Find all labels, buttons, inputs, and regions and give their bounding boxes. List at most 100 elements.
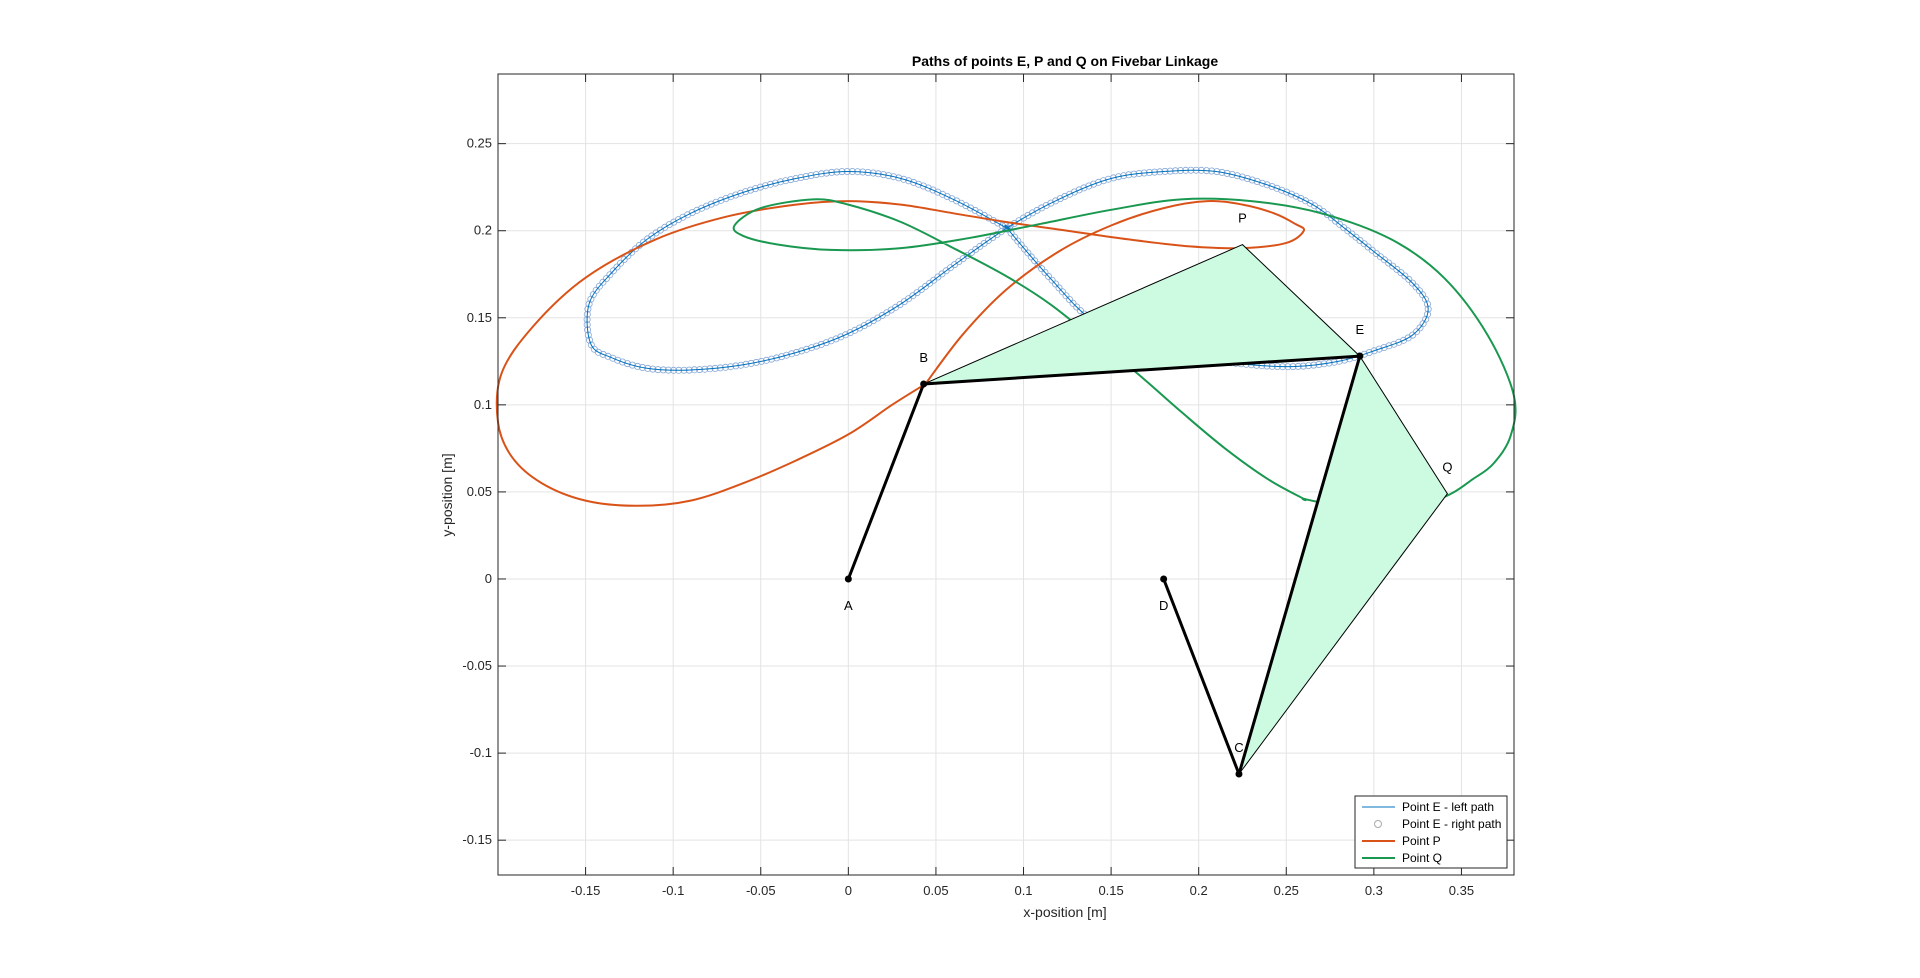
x-axis-label: x-position [m] bbox=[1023, 904, 1106, 920]
series-e-right-marker bbox=[846, 329, 854, 337]
series-e-right-marker bbox=[1085, 182, 1093, 190]
y-tick-label: -0.1 bbox=[470, 745, 492, 760]
x-tick-label: 0.05 bbox=[923, 883, 948, 898]
series-e-right-marker bbox=[1423, 300, 1431, 308]
series-e-right-marker bbox=[1115, 173, 1123, 181]
series-e-right-marker bbox=[1412, 283, 1420, 291]
y-tick-label: 0.15 bbox=[467, 310, 492, 325]
series-e-right-marker bbox=[604, 352, 612, 360]
series-e-right-marker bbox=[783, 351, 791, 359]
series-e-right-marker bbox=[827, 337, 835, 345]
y-tick-label: 0.1 bbox=[474, 397, 492, 412]
series-e-right-marker bbox=[619, 358, 627, 366]
series-e-right-marker bbox=[1104, 175, 1112, 183]
series-e-right-marker bbox=[792, 174, 800, 182]
point-label-a: A bbox=[844, 598, 853, 613]
series-e-right-marker bbox=[1027, 253, 1035, 261]
series-e-right-marker bbox=[919, 182, 927, 190]
series-e-right-marker bbox=[1400, 336, 1408, 344]
series-e-right-marker bbox=[1416, 324, 1424, 332]
series-e-right-marker bbox=[609, 354, 617, 362]
legend-box bbox=[1354, 795, 1508, 869]
series-e-right-marker bbox=[628, 361, 636, 369]
axes-frame bbox=[497, 73, 1515, 876]
series-e-right-marker bbox=[879, 171, 887, 179]
series-e-right-marker bbox=[602, 274, 610, 282]
series-e-right-marker bbox=[752, 358, 760, 366]
series-e-right-marker bbox=[924, 184, 932, 192]
series-e-right-marker bbox=[803, 345, 811, 353]
series-e-right-marker bbox=[1011, 233, 1019, 241]
series-e-right-marker bbox=[813, 342, 821, 350]
series-e-right-marker bbox=[727, 193, 735, 201]
series-e-right-marker bbox=[1409, 279, 1417, 287]
series-e-right-marker bbox=[1390, 340, 1398, 348]
x-tick-label: 0 bbox=[845, 883, 852, 898]
point-label-q: Q bbox=[1442, 460, 1452, 475]
y-tick-label: -0.15 bbox=[462, 832, 492, 847]
series-e-right-marker bbox=[1038, 265, 1046, 273]
series-e-right-marker bbox=[1073, 303, 1081, 311]
series-e-right-marker bbox=[1228, 170, 1236, 178]
series-e-right-marker bbox=[793, 348, 801, 356]
series-e-right-marker bbox=[1395, 338, 1403, 346]
series-e-right-marker bbox=[798, 347, 806, 355]
series-e-right-marker bbox=[851, 326, 859, 334]
series-e-right-marker bbox=[762, 356, 770, 364]
series-e-right-marker bbox=[1095, 178, 1103, 186]
legend-entry-label: Point E - left path bbox=[1402, 800, 1494, 814]
series-e-right-marker bbox=[732, 191, 740, 199]
joint-b bbox=[920, 380, 928, 388]
series-e-right-marker bbox=[768, 355, 776, 363]
series-e-right-marker bbox=[609, 267, 617, 275]
series-e-right-marker bbox=[1253, 177, 1261, 185]
legend-marker bbox=[1374, 820, 1382, 828]
series-e-right-marker bbox=[822, 339, 830, 347]
y-tick-label: 0 bbox=[485, 571, 492, 586]
series-e-right-marker bbox=[1380, 343, 1388, 351]
series-e-right-marker bbox=[895, 174, 903, 182]
joint-c bbox=[1235, 770, 1243, 778]
series-e-right-marker bbox=[1375, 345, 1383, 353]
legend-entry-label: Point Q bbox=[1402, 851, 1442, 865]
series-e-right-marker bbox=[797, 173, 805, 181]
series-e-right-marker bbox=[772, 179, 780, 187]
x-tick-label: -0.15 bbox=[571, 883, 601, 898]
series-e-right-marker bbox=[929, 186, 937, 194]
series-e-right-marker bbox=[943, 192, 951, 200]
series-e-right-marker bbox=[808, 344, 816, 352]
series-p-line bbox=[495, 199, 1306, 507]
point-label-e: E bbox=[1356, 322, 1365, 337]
series-e-right-marker bbox=[1047, 199, 1055, 207]
chart-title: Paths of points E, P and Q on Fivebar Li… bbox=[912, 53, 1218, 69]
series-e-right-marker bbox=[617, 259, 625, 267]
series-e-right-marker bbox=[722, 194, 730, 202]
series-e-right-marker bbox=[1059, 288, 1067, 296]
series-e-right-marker bbox=[586, 336, 594, 344]
series-e-right-marker bbox=[1045, 272, 1053, 280]
series-e-right-marker bbox=[756, 183, 764, 191]
series-e-right-marker bbox=[1258, 179, 1266, 187]
series-e-right-marker bbox=[1062, 292, 1070, 300]
series-e-right-marker bbox=[1421, 295, 1429, 303]
series-e-right-marker bbox=[1052, 197, 1060, 205]
series-e-right-marker bbox=[693, 206, 701, 214]
series-e-right-marker bbox=[747, 359, 755, 367]
series-e-right-marker bbox=[1238, 173, 1246, 181]
series-e-right-marker bbox=[737, 189, 745, 197]
y-tick-label: 0.2 bbox=[474, 223, 492, 238]
series-e-right-marker bbox=[1075, 186, 1083, 194]
series-e-right-marker bbox=[788, 350, 796, 358]
series-e-right-marker bbox=[1076, 307, 1084, 315]
series-e-right-marker bbox=[1069, 299, 1077, 307]
series-e-right-marker bbox=[742, 188, 750, 196]
series-e-right-marker bbox=[594, 348, 602, 356]
series-e-left-line bbox=[586, 169, 1429, 371]
point-label-p: P bbox=[1238, 211, 1247, 226]
x-tick-label: 0.25 bbox=[1274, 883, 1299, 898]
series-e-right-marker bbox=[1017, 241, 1025, 249]
series-e-right-marker bbox=[742, 360, 750, 368]
series-e-right-marker bbox=[890, 173, 898, 181]
x-tick-label: 0.35 bbox=[1449, 883, 1474, 898]
